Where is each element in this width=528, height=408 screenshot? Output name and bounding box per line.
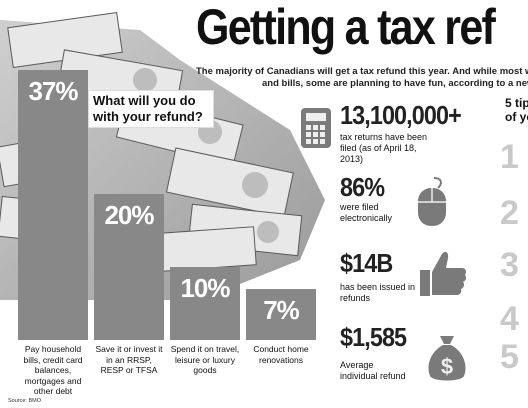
tip-number-3: 3 (500, 246, 519, 284)
intro-line-1: The majority of Canadians will get a tax… (196, 66, 528, 77)
tips-title: 5 tip of yo (505, 96, 528, 124)
stat-text-electronic: were filed electronically (340, 202, 393, 223)
stat-text-average: Average individual refund (340, 360, 406, 381)
tip-number-1: 1 (500, 138, 519, 176)
bar-value-label: 37% (28, 76, 78, 106)
stat-value-average: $1,585 (340, 322, 407, 352)
tip-number-4: 4 (500, 300, 519, 338)
stat-text-refunds: has been issued in refunds (340, 282, 416, 303)
calculator-icon (301, 108, 331, 148)
headline: Getting a tax ref (196, 0, 496, 55)
money-bag-icon: $ (428, 336, 466, 381)
bar-category-label: Conduct home renovations (253, 344, 309, 365)
intro-line-2: and bills, some are planning to have fun… (262, 78, 528, 89)
bar-category-label: Spend it on travel, leisure or luxury go… (170, 344, 240, 375)
bar-category-label: Pay household bills, credit card balance… (23, 344, 83, 396)
bar-2: 20% (94, 194, 164, 340)
tip-number-5: 5 (500, 338, 519, 376)
stat-value-returns: 13,100,000+ (340, 100, 462, 130)
bar-4: 7% (246, 289, 316, 340)
chart-question: What will you do with your refund? (88, 90, 214, 128)
tip-number-2: 2 (500, 194, 519, 232)
bar-1: 37% (18, 70, 88, 340)
bar-category-label: Save it or invest it in an RRSP, RESP or… (95, 344, 163, 375)
stat-value-refunds: $14B (340, 248, 393, 278)
svg-text:$: $ (441, 354, 453, 379)
bar-value-label: 10% (180, 273, 230, 303)
stat-value-electronic: 86% (340, 172, 385, 202)
bar-value-label: 20% (104, 200, 154, 230)
tips-title-line-2: of yo (505, 110, 528, 124)
source-note: Source: BMO (8, 398, 42, 404)
thumbs-up-icon (420, 251, 467, 296)
tips-title-line-1: 5 tip (505, 96, 528, 110)
stat-text-returns: tax returns have been filed (as of April… (340, 132, 428, 164)
mouse-icon (418, 177, 446, 226)
intro-text: The majority of Canadians will get a tax… (196, 66, 528, 90)
bar-3: 10% (170, 267, 240, 340)
bar-value-label: 7% (263, 295, 300, 325)
